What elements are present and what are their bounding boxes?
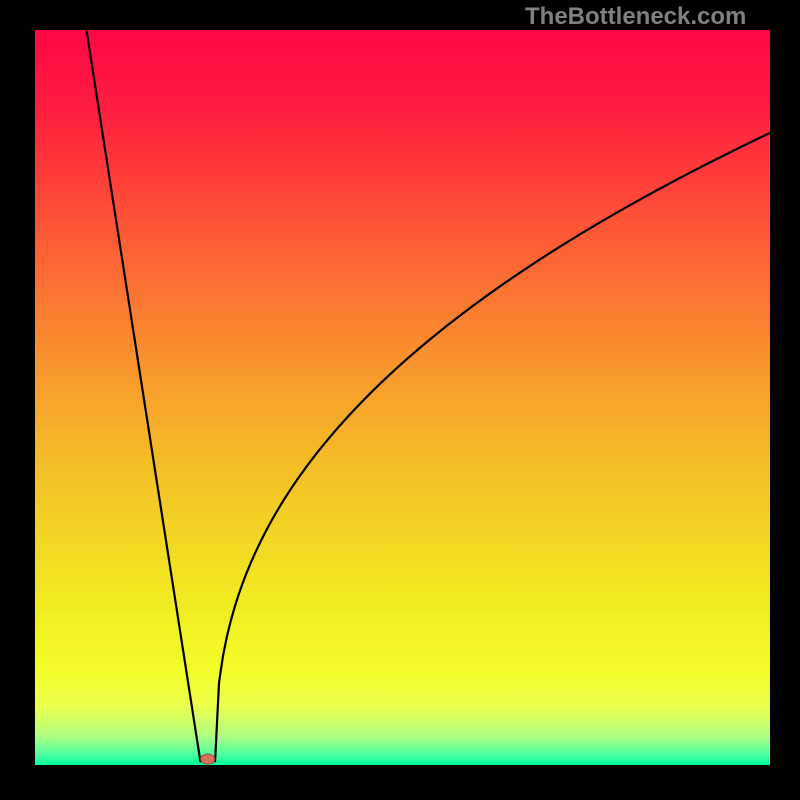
plot-area bbox=[35, 30, 770, 765]
plot-svg bbox=[35, 30, 770, 765]
gradient-background bbox=[35, 30, 770, 765]
optimal-point-marker bbox=[201, 754, 215, 764]
watermark-text: TheBottleneck.com bbox=[525, 3, 746, 31]
chart-container: TheBottleneck.com bbox=[0, 0, 800, 800]
